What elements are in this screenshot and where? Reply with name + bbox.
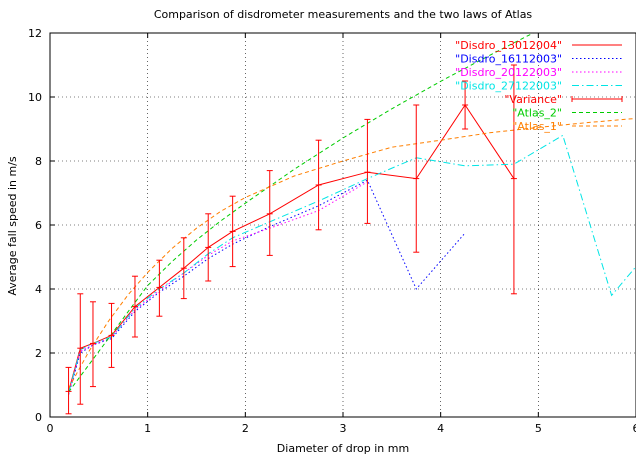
- series-line-disdro-20122003: [68, 181, 368, 394]
- x-tick-label: 4: [437, 422, 444, 435]
- legend-label-disdro-20122003: "Disdro_20122003": [455, 66, 562, 79]
- x-tick-label: 3: [340, 422, 347, 435]
- legend-label-disdro-13012004: "Disdro_13012004": [455, 39, 562, 52]
- y-tick-label: 6: [35, 219, 42, 232]
- errorbars-variance: [65, 64, 517, 415]
- series-line-atlas-2: [68, 33, 535, 393]
- legend-label-disdro-16112003: "Disdro_16112003": [455, 53, 562, 66]
- series-line-atlas-1: [68, 117, 636, 389]
- y-axis-title: Average fall speed in m/s: [6, 156, 19, 296]
- x-tick-label: 2: [242, 422, 249, 435]
- legend-label-atlas-2: "Atlas_2": [512, 107, 562, 120]
- legend: "Disdro_13012004""Disdro_16112003""Disdr…: [455, 39, 623, 133]
- y-tick-label: 2: [35, 347, 42, 360]
- x-tick-label: 6: [633, 422, 636, 435]
- legend-label-disdro-27122003: "Disdro_27122003": [455, 80, 562, 93]
- y-tick-label: 8: [35, 155, 42, 168]
- x-tick-label: 0: [47, 422, 54, 435]
- x-tick-label: 5: [535, 422, 542, 435]
- legend-label-variance: "Variance": [504, 93, 562, 106]
- series-line-disdro-27122003: [68, 134, 636, 394]
- y-tick-label: 0: [35, 411, 42, 424]
- x-tick-label: 1: [144, 422, 151, 435]
- y-tick-label: 10: [28, 91, 42, 104]
- legend-label-atlas-1: "Atlas_1": [512, 120, 562, 133]
- y-tick-label: 4: [35, 283, 42, 296]
- plot-area: [65, 33, 636, 415]
- x-axis-title: Diameter of drop in mm: [277, 442, 409, 455]
- y-tick-label: 12: [28, 27, 42, 40]
- axis-ticks: 0123456024681012: [28, 27, 636, 435]
- chart-title: Comparison of disdrometer measurements a…: [154, 8, 533, 21]
